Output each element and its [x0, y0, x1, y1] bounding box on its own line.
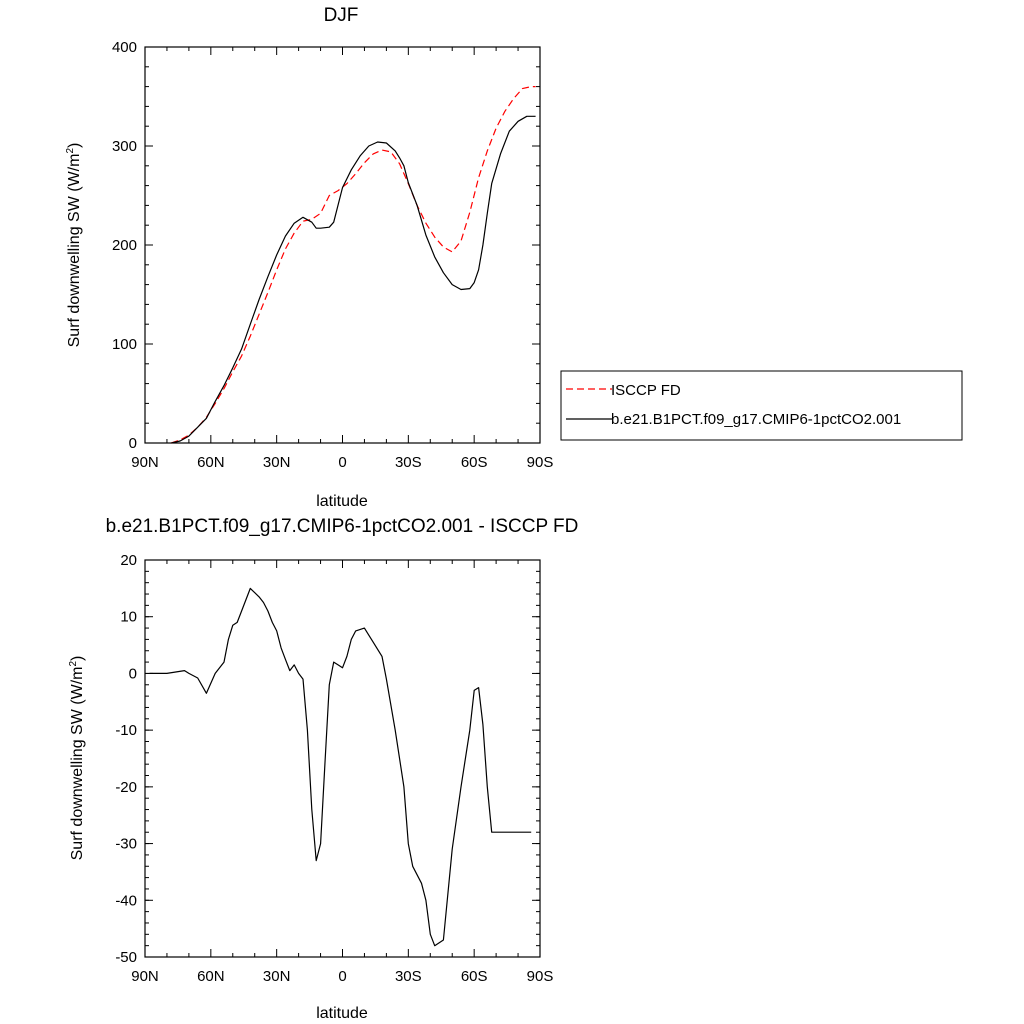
bottom-chart-y-axis-label: Surf downwelling SW (W/m2) [68, 656, 86, 861]
bottom-chart-x-tick-label: 30S [395, 968, 422, 985]
top-chart-y-axis-label-close: ) [66, 143, 83, 148]
bottom-chart-x-tick-label: 60N [197, 968, 225, 985]
top-chart-y-tick-label: 100 [112, 336, 137, 353]
top-chart-y-axis-label-main: Surf downwelling SW (W/m [66, 154, 83, 348]
top-chart-x-tick-label: 0 [338, 454, 346, 471]
top-chart-axis-ticks: 90N 60N 30N 0 30S 60S 90S 0 100 200 300 400 [112, 39, 553, 471]
bottom-chart-x-axis-label: latitude [316, 1005, 368, 1022]
top-chart-y-tick-label: 0 [129, 435, 137, 452]
bottom-chart-series-group [149, 587, 532, 947]
legend-frame [560, 370, 963, 441]
legend-label-isccp-fd: ISCCP FD [611, 382, 681, 399]
bottom-chart-y-tick-label: 10 [120, 609, 137, 626]
bottom-chart-x-tick-label: 60S [461, 968, 488, 985]
top-chart-x-tick-label: 90S [527, 454, 554, 471]
bottom-chart-y-tick-label: -10 [115, 722, 137, 739]
top-chart-x-tick-label: 60S [461, 454, 488, 471]
top-chart-x-tick-label: 60N [197, 454, 225, 471]
top-chart-y-tick-label: 200 [112, 237, 137, 254]
bottom-chart-series-line-1 [149, 587, 532, 947]
bottom-chart-y-tick-label: -30 [115, 836, 137, 853]
bottom-chart-y-tick-label: -40 [115, 892, 137, 909]
top-chart-title: DJF [324, 5, 359, 26]
bottom-chart-x-tick-label: 0 [338, 968, 346, 985]
top-chart-panel: DJF 90N 60N 30N 0 30S 60S 90S 0 100 200 300 400 lat… [65, 5, 963, 510]
top-chart-y-axis-label-superscript: 2 [65, 148, 76, 154]
top-chart-series-line-1 [171, 85, 536, 444]
bottom-chart-x-tick-label: 90N [131, 968, 159, 985]
bottom-chart-x-tick-label: 30N [263, 968, 291, 985]
bottom-chart-y-tick-label: 20 [120, 552, 137, 569]
top-chart-series-line-2 [171, 115, 536, 444]
top-chart-y-tick-label: 400 [112, 39, 137, 56]
top-chart-series-group [171, 85, 536, 444]
top-chart-x-axis-label: latitude [316, 493, 368, 510]
bottom-chart-y-axis-label-superscript: 2 [68, 661, 79, 667]
top-chart-x-tick-label: 30S [395, 454, 422, 471]
legend-label-model: b.e21.B1PCT.f09_g17.CMIP6-1pctCO2.001 [611, 411, 901, 428]
bottom-chart-y-axis-label-close: ) [69, 656, 86, 661]
bottom-chart-y-tick-label: 0 [129, 665, 137, 682]
bottom-chart-panel: b.e21.B1PCT.f09_g17.CMIP6-1pctCO2.001 - … [68, 516, 578, 1022]
bottom-chart-title: b.e21.B1PCT.f09_g17.CMIP6-1pctCO2.001 - … [106, 516, 579, 537]
top-chart-x-tick-label: 90N [131, 454, 159, 471]
top-chart-y-axis-label: Surf downwelling SW (W/m2) [65, 143, 83, 348]
bottom-chart-axis-ticks: 90N 60N 30N 0 30S 60S 90S 20 10 0 -10 -20 -30 -40 -50 [115, 552, 553, 985]
bottom-chart-y-tick-label: -20 [115, 779, 137, 796]
top-chart-legend: ISCCP FD b.e21.B1PCT.f09_g17.CMIP6-1pctC… [560, 370, 963, 441]
bottom-chart-x-tick-label: 90S [527, 968, 554, 985]
top-chart-y-tick-label: 300 [112, 138, 137, 155]
top-chart-plot-frame [144, 46, 541, 444]
top-chart-x-tick-label: 30N [263, 454, 291, 471]
bottom-chart-y-axis-label-main: Surf downwelling SW (W/m [69, 667, 86, 861]
bottom-chart-plot-frame [144, 559, 541, 958]
bottom-chart-y-tick-label: -50 [115, 949, 137, 966]
